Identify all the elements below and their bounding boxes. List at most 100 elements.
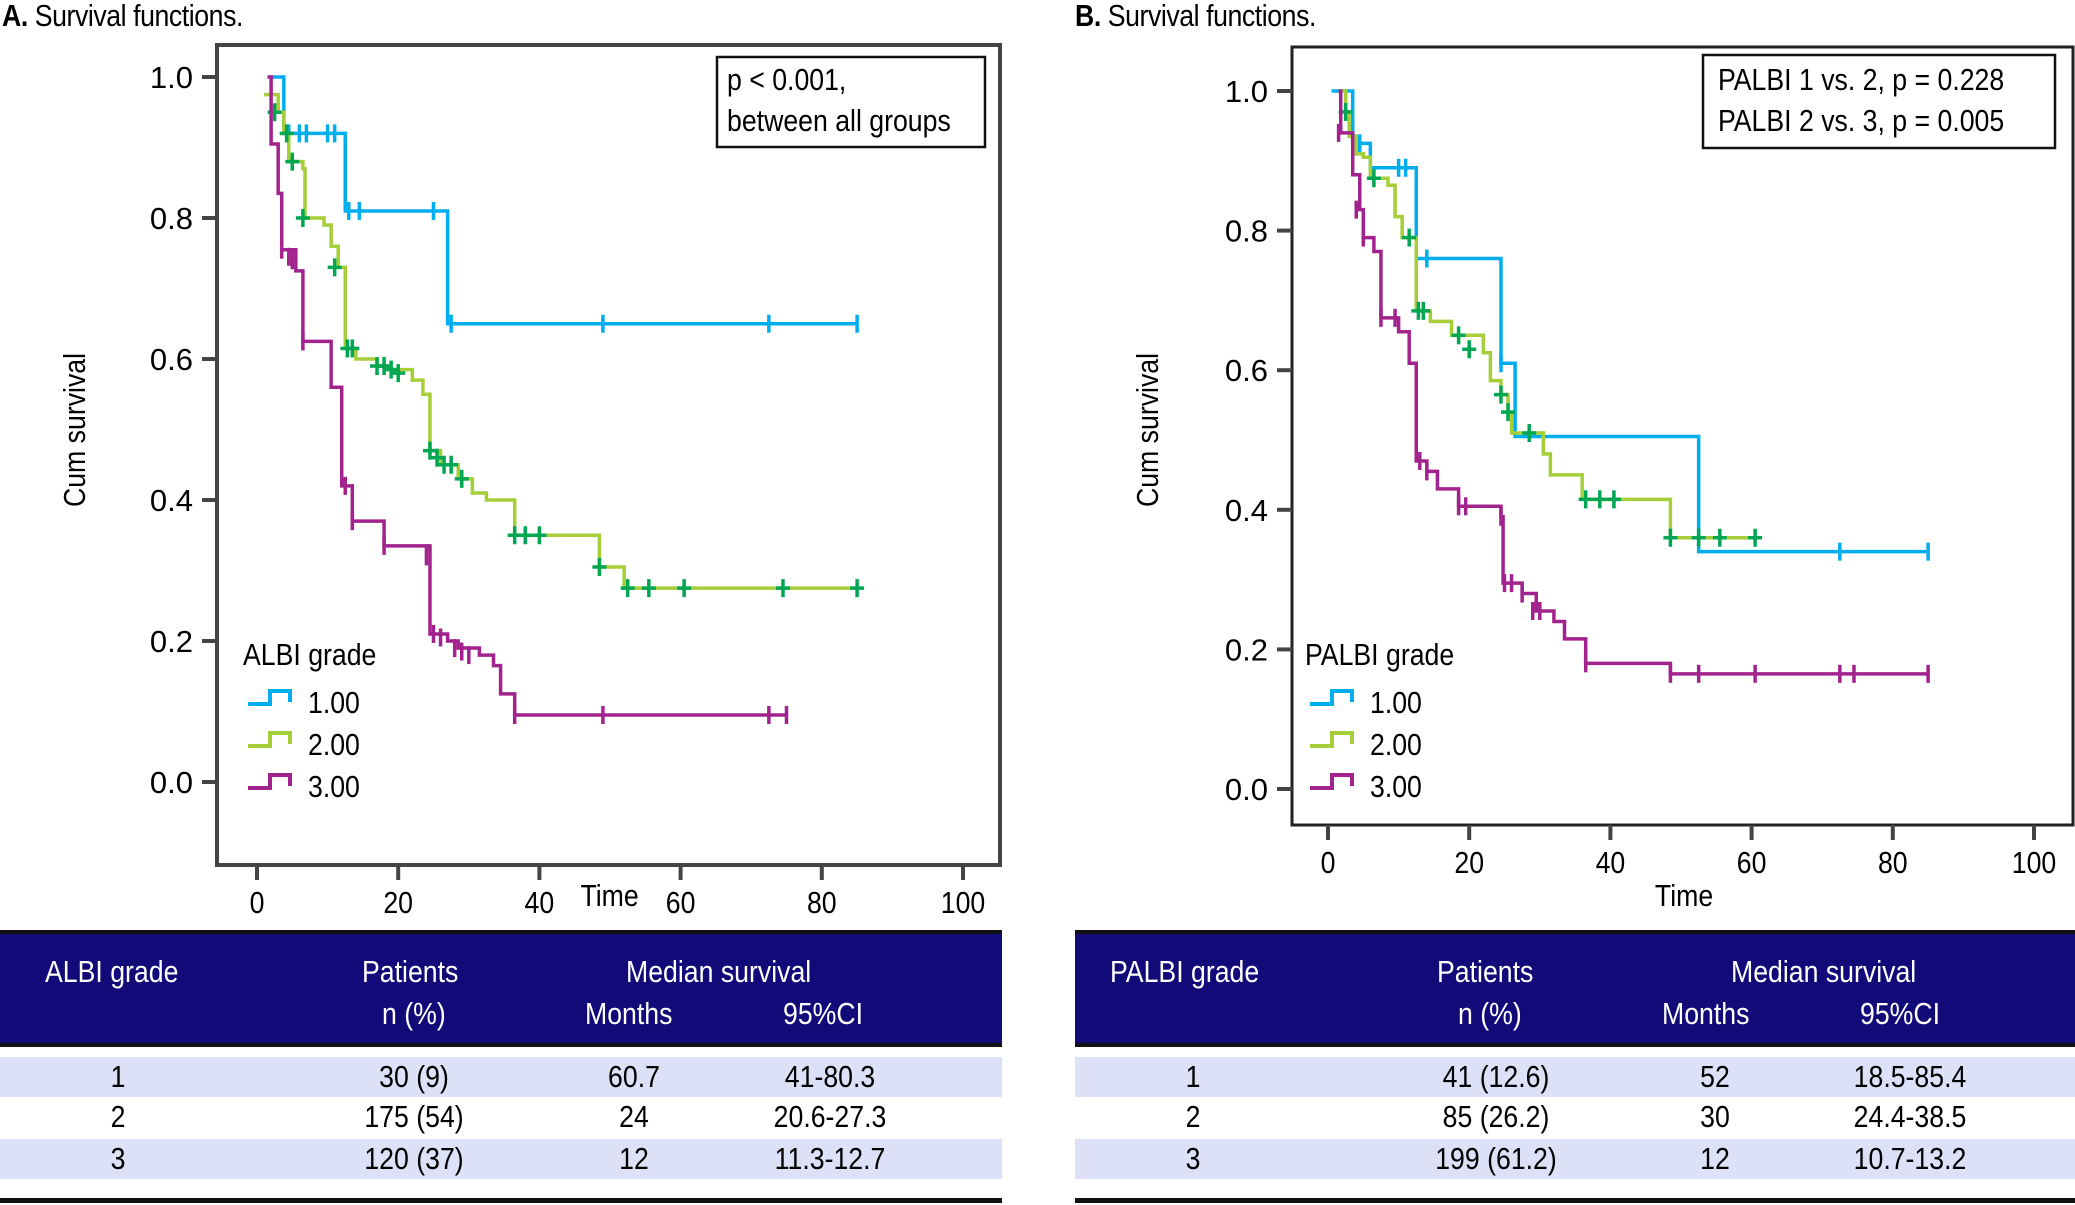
panel-a-x-axis-title: Time xyxy=(580,879,638,913)
survival-curve-grade-3 xyxy=(1338,89,1929,676)
months-cell: 12 xyxy=(619,1141,649,1176)
patients-cell: 120 (37) xyxy=(364,1141,464,1176)
ci-cell: 41-80.3 xyxy=(784,1059,876,1094)
months-cell: 30 xyxy=(1700,1099,1730,1134)
y-tick-label: 0.8 xyxy=(1225,214,1268,249)
y-tick-label: 0.6 xyxy=(150,342,193,377)
panel-a-x-axis: 0 20 40 60 80 100 xyxy=(250,865,985,920)
panel-b-title: B. Survival functions. xyxy=(1075,0,1316,34)
panel-a-table-row: 1 30 (9) 60.7 41-80.3 xyxy=(0,1057,1002,1097)
panel-b-title-text: Survival functions. xyxy=(1100,0,1317,33)
panel-b-y-axis: 0.0 0.2 0.4 0.6 0.8 1.0 xyxy=(1225,74,1292,807)
panel-a-y-axis: 0.0 0.2 0.4 0.6 0.8 1.0 xyxy=(150,60,217,800)
grade-cell: 2 xyxy=(110,1099,126,1134)
panel-a-header-grade: ALBI grade xyxy=(45,954,179,989)
panel-b-chart: 0.0 0.2 0.4 0.6 0.8 1.0 0 20 40 60 80 100 Cum surv… xyxy=(1131,45,2075,914)
legend-swatch-grade-2 xyxy=(1310,731,1354,748)
panel-a-header-patients: Patients xyxy=(362,954,459,989)
legend-title: PALBI grade xyxy=(1305,638,1454,672)
x-tick-label: 60 xyxy=(1737,846,1767,880)
y-tick-label: 1.0 xyxy=(1225,74,1268,109)
legend-label-grade-2: 2.00 xyxy=(308,728,360,762)
legend-label-grade-1: 1.00 xyxy=(1370,686,1422,720)
panel-a-letter: A. xyxy=(2,0,28,33)
panel-b-header-patients-sub: n (%) xyxy=(1458,996,1522,1031)
ci-cell: 11.3-12.7 xyxy=(774,1141,886,1176)
panel-b-table-row: 1 41 (12.6) 52 18.5-85.4 xyxy=(1075,1057,2075,1097)
grade-cell: 3 xyxy=(110,1141,126,1176)
x-tick-label: 40 xyxy=(1596,846,1626,880)
x-tick-label: 60 xyxy=(666,886,696,920)
x-tick-label: 80 xyxy=(1878,846,1908,880)
panel-a-annotation-line-1: p < 0.001, xyxy=(727,63,846,97)
x-tick-label: 100 xyxy=(2012,846,2056,880)
grade-cell: 2 xyxy=(1185,1099,1201,1134)
months-cell: 60.7 xyxy=(608,1059,660,1094)
panel-a-annotation-box xyxy=(715,55,987,149)
panel-b-annotation-line-1: PALBI 1 vs. 2, p = 0.228 xyxy=(1718,63,2004,97)
survival-curve-grade-2 xyxy=(1338,89,1756,540)
panel-b-frame xyxy=(1290,45,2075,827)
y-tick-label: 0.8 xyxy=(150,201,193,236)
x-tick-label: 100 xyxy=(941,886,985,920)
grade-cell: 3 xyxy=(1185,1141,1201,1176)
panel-a-header-months: Months xyxy=(585,996,673,1031)
panel-b-legend: PALBI grade 1.00 2.00 3.00 xyxy=(1305,638,1454,804)
panel-b-letter: B. xyxy=(1075,0,1101,33)
panel-b-header-ci: 95%CI xyxy=(1860,996,1941,1031)
legend-swatch-grade-2 xyxy=(248,731,292,748)
panel-b-curves xyxy=(1331,89,1930,683)
panel-a-y-axis-title: Cum survival xyxy=(58,353,92,507)
y-tick-label: 0.0 xyxy=(1225,772,1268,807)
y-tick-label: 0.2 xyxy=(150,624,193,659)
panel-b-table-header: PALBI grade Patients n (%) Median surviv… xyxy=(1075,930,2075,1047)
ci-cell: 20.6-27.3 xyxy=(773,1099,887,1134)
x-tick-label: 20 xyxy=(1454,846,1484,880)
legend-label-grade-2: 2.00 xyxy=(1370,728,1422,762)
panel-a-title-text: Survival functions. xyxy=(27,0,244,33)
legend-swatch-grade-1 xyxy=(248,689,292,706)
months-cell: 24 xyxy=(619,1099,649,1134)
panel-b-x-axis-title: Time xyxy=(1655,879,1713,913)
y-tick-label: 0.4 xyxy=(1225,493,1268,528)
panel-b-x-axis: 0 20 40 60 80 100 xyxy=(1321,825,2056,881)
y-tick-label: 0.6 xyxy=(1225,353,1268,388)
grade-cell: 1 xyxy=(1185,1059,1201,1094)
panel-b-header-patients: Patients xyxy=(1437,954,1534,989)
y-tick-label: 0.2 xyxy=(1225,632,1268,667)
ci-cell: 18.5-85.4 xyxy=(1853,1059,1967,1094)
x-tick-label: 0 xyxy=(250,886,265,920)
panel-a-table-header: ALBI grade Patients n (%) Median surviva… xyxy=(0,930,1002,1047)
panel-a-curves xyxy=(264,75,865,725)
y-tick-label: 0.0 xyxy=(150,765,193,800)
panel-a-frame xyxy=(215,43,1002,867)
panel-b-header-median: Median survival xyxy=(1731,954,1917,989)
survival-curve-grade-3 xyxy=(267,75,787,717)
y-tick-label: 1.0 xyxy=(150,60,193,95)
patients-cell: 41 (12.6) xyxy=(1442,1059,1550,1094)
panel-b-y-axis-title: Cum survival xyxy=(1131,353,1165,507)
panel-a-table-row: 3 120 (37) 12 11.3-12.7 xyxy=(0,1139,1002,1179)
panel-a-header-patients-sub: n (%) xyxy=(382,996,446,1031)
legend-label-grade-1: 1.00 xyxy=(308,686,360,720)
panel-a-annotation-line-2: between all groups xyxy=(727,104,951,138)
panel-a-header-ci: 95%CI xyxy=(783,996,864,1031)
panel-a-header-median: Median survival xyxy=(626,954,812,989)
panel-a-chart: 0.0 0.2 0.4 0.6 0.8 1.0 0 20 40 60 80 100 Cum surv… xyxy=(58,43,1002,920)
x-tick-label: 0 xyxy=(1321,846,1336,880)
x-tick-label: 20 xyxy=(383,886,413,920)
patients-cell: 30 (9) xyxy=(379,1059,449,1094)
x-tick-label: 80 xyxy=(807,886,837,920)
panel-b-annotation-box xyxy=(1701,53,2057,150)
y-tick-label: 0.4 xyxy=(150,483,193,518)
legend-swatch-grade-3 xyxy=(1310,773,1354,790)
panel-a-legend: ALBI grade 1.00 2.00 3.00 xyxy=(243,638,376,804)
legend-label-grade-3: 3.00 xyxy=(308,770,360,804)
panel-a-annotation: p < 0.001, between all groups xyxy=(715,55,987,149)
survival-plots: 0.0 0.2 0.4 0.6 0.8 1.0 0 20 40 60 80 100 Cum surv… xyxy=(58,43,2075,920)
panel-b-table-row: 3 199 (61.2) 12 10.7-13.2 xyxy=(1075,1139,2075,1179)
panel-b-header-months: Months xyxy=(1662,996,1750,1031)
panel-b-annotation: PALBI 1 vs. 2, p = 0.228 PALBI 2 vs. 3, … xyxy=(1701,53,2057,150)
patients-cell: 85 (26.2) xyxy=(1442,1099,1550,1134)
survival-curve-grade-1 xyxy=(267,75,858,326)
